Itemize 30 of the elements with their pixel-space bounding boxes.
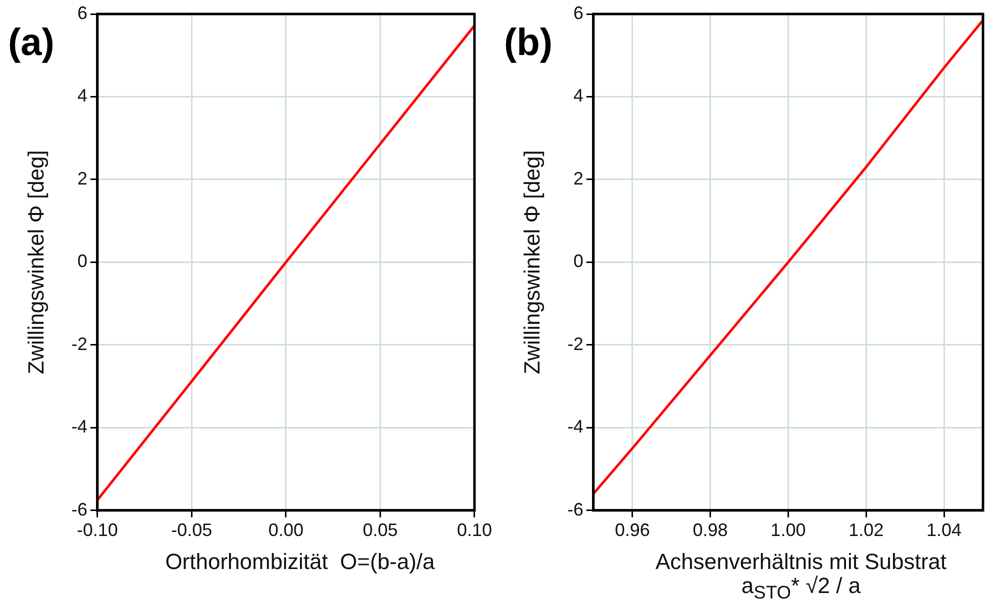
y-tick-label: -6 xyxy=(567,499,584,520)
text: (b) xyxy=(504,22,553,65)
x-tick-label: 1.00 xyxy=(770,520,806,540)
y-tick-label: -4 xyxy=(567,416,584,437)
y-tick-label: 4 xyxy=(573,86,584,106)
y-tick-label: -6 xyxy=(71,499,88,520)
y-axis-title: Zwillingswinkel Φ [deg] xyxy=(519,150,544,374)
y-tick-label: 6 xyxy=(573,2,584,23)
x-tick-label: 0.10 xyxy=(456,520,492,540)
y-tick-label: 2 xyxy=(77,168,88,188)
y-tick-label: 4 xyxy=(77,86,88,106)
y-tick-label: 0 xyxy=(77,251,88,272)
x-tick-label: 0.05 xyxy=(362,520,398,540)
x-tick-label: 1.04 xyxy=(926,520,962,540)
y-tick-label: -2 xyxy=(567,334,584,354)
y-tick-label: 6 xyxy=(77,2,88,23)
y-tick-label: -4 xyxy=(71,416,88,437)
y-tick-label: -2 xyxy=(71,334,88,354)
x-tick-label: 0.00 xyxy=(268,520,304,540)
y-tick-label: 2 xyxy=(573,168,584,188)
x-tick-label: -0.10 xyxy=(76,520,118,540)
x-axis-title: Achsenverhältnis mit Substrat a$_{STO}$* √2 / a xyxy=(654,549,948,604)
x-tick-label: 1.02 xyxy=(848,520,884,540)
y-axis-title: Zwillingswinkel Φ [deg] xyxy=(23,150,48,374)
text: (a) xyxy=(8,22,54,65)
x-axis-title: Orthorhombizität O=(b-a)/a xyxy=(164,549,436,574)
x-tick-label: 0.96 xyxy=(614,520,650,540)
y-tick-label: 0 xyxy=(573,251,584,272)
x-tick-label: 0.98 xyxy=(692,520,728,540)
x-tick-label: -0.05 xyxy=(171,520,212,540)
